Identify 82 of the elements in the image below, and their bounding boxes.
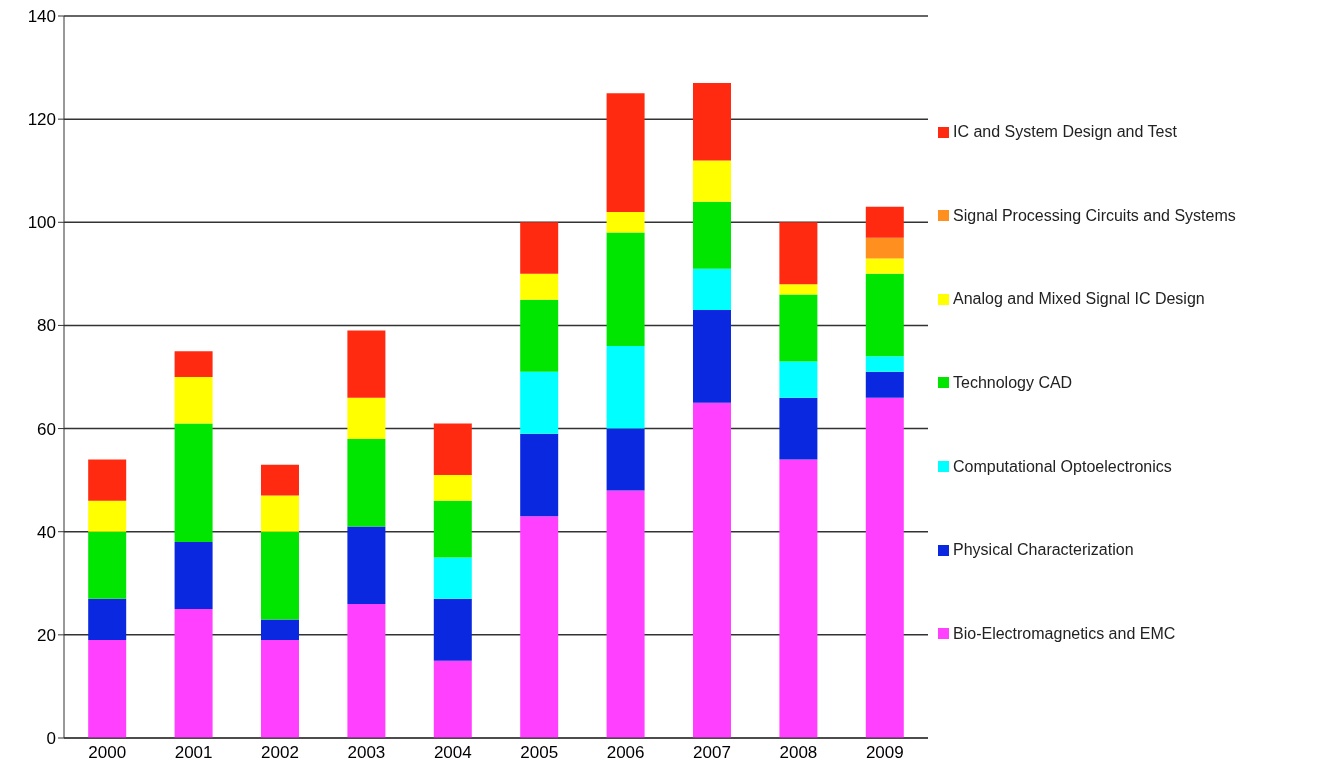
legend-label: Bio-Electromagnetics and EMC [953, 624, 1176, 643]
y-tick-label: 20 [37, 625, 56, 645]
bar [174, 377, 213, 424]
legend-label: Signal Processing Circuits and Systems [953, 206, 1236, 225]
bar [865, 397, 904, 738]
y-tick-label: 120 [27, 110, 56, 130]
bar [520, 273, 559, 300]
bar [606, 232, 645, 347]
bar [520, 433, 559, 517]
bar [692, 402, 731, 738]
bar [520, 299, 559, 372]
bar [347, 397, 386, 439]
bar [88, 598, 127, 641]
bar [520, 371, 559, 434]
legend-label: IC and System Design and Test [953, 123, 1177, 141]
bar [347, 603, 386, 738]
x-tick-label: 2001 [174, 743, 213, 763]
bar [347, 330, 386, 398]
x-tick-label: 2004 [433, 743, 472, 763]
bar [174, 351, 213, 377]
x-tick-label: 2005 [520, 743, 559, 763]
bar [606, 346, 645, 429]
bar [779, 284, 818, 295]
bar [260, 495, 299, 532]
bar [174, 609, 213, 738]
legend-label: Physical Characterization [953, 541, 1134, 560]
bar [606, 490, 645, 738]
x-tick-label: 2003 [347, 743, 386, 763]
x-tick-label: 2006 [606, 743, 645, 763]
bar [692, 268, 731, 310]
bar [433, 660, 472, 738]
bar [865, 237, 904, 259]
y-tick-label: 60 [37, 419, 56, 439]
bar [606, 428, 645, 491]
bar [520, 516, 559, 738]
bar [865, 206, 904, 238]
legend-label: Analog and Mixed Signal IC Design [953, 290, 1205, 309]
bar [779, 294, 818, 362]
bar [433, 423, 472, 475]
x-tick-label: 2007 [693, 743, 731, 763]
y-tick-label: 140 [27, 7, 56, 27]
bar [779, 459, 818, 738]
bar [865, 356, 904, 372]
bar [865, 258, 904, 274]
bar [692, 160, 731, 202]
y-tick-label: 40 [37, 522, 56, 542]
bar [433, 474, 472, 501]
bar [88, 459, 127, 501]
bar [865, 273, 904, 357]
bar [260, 464, 299, 496]
bar [88, 640, 127, 738]
bar [260, 531, 299, 620]
bar [433, 500, 472, 558]
x-tick-label: 2002 [261, 743, 299, 763]
bar [260, 640, 299, 738]
bar [692, 83, 731, 161]
bar [779, 222, 818, 285]
bar [260, 619, 299, 641]
x-tick-label: 2000 [88, 743, 127, 763]
bar [865, 371, 904, 398]
bar [779, 361, 818, 398]
bar [433, 557, 472, 599]
bar [433, 598, 472, 661]
bar [347, 526, 386, 604]
y-tick-label: 100 [27, 213, 56, 233]
bar [606, 93, 645, 212]
bar [692, 201, 731, 269]
bar [692, 309, 731, 403]
bar [606, 211, 645, 233]
legend-label: Computational Optoelectronics [953, 457, 1172, 476]
bar [88, 500, 127, 532]
bar [174, 542, 213, 610]
y-tick-label: 0 [46, 729, 56, 749]
bar [88, 531, 127, 599]
bar [174, 423, 213, 543]
bar [520, 222, 559, 274]
x-tick-label: 2009 [865, 743, 904, 763]
x-tick-label: 2008 [779, 743, 818, 763]
legend-label: Technology CAD [953, 373, 1073, 392]
bar [779, 397, 818, 460]
y-tick-label: 80 [37, 316, 56, 336]
bar [347, 438, 386, 527]
